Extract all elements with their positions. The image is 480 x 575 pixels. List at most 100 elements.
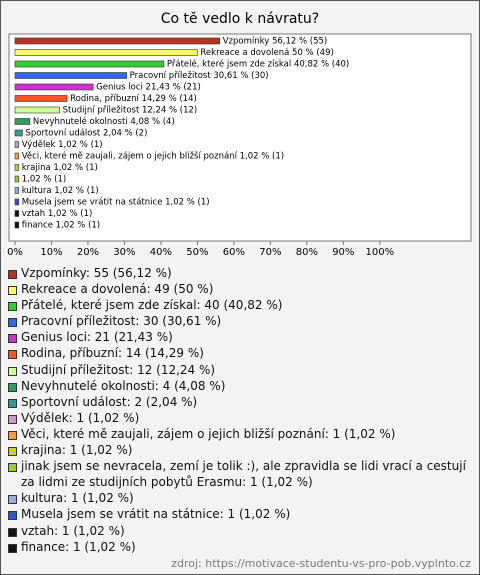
bar-label: Genius loci 21,43 % (21) (96, 83, 201, 93)
x-tick-label: 0% (7, 247, 23, 258)
legend-swatch (8, 447, 17, 457)
legend-label: Nevyhnutelé okolnosti: 4 (4,08 %) (21, 378, 226, 393)
legend-label: Studijní příležitost: 12 (12,24 %) (21, 362, 216, 377)
legend-label: Věci, které mě zaujali, zájem o jejich b… (21, 426, 396, 441)
x-tick-label: 70% (259, 247, 281, 258)
x-tick-label: 90% (332, 247, 354, 258)
legend-item: vztah: 1 (1,02 %) (8, 523, 470, 539)
bar-label: krajina 1,02 % (1) (22, 163, 98, 173)
legend-item: Přátelé, které jsem zde získal: 40 (40,8… (8, 297, 470, 313)
legend-swatch (8, 270, 17, 279)
bar (14, 210, 20, 217)
legend-label: Pracovní příležitost: 30 (30,61 %) (21, 314, 222, 329)
legend-swatch (8, 511, 17, 521)
legend-label: kultura: 1 (1,02 %) (21, 491, 134, 506)
bar (14, 164, 20, 171)
bar-label: Pracovní příležitost 30,61 % (30) (130, 71, 269, 81)
legend-swatch (8, 414, 17, 424)
bar-label: Rodina, příbuzní 14,29 % (14) (70, 94, 197, 104)
legend-swatch (8, 382, 17, 392)
legend-label: krajina: 1 (1,02 %) (21, 443, 133, 458)
legend-label: Přátelé, které jsem zde získal: 40 (40,8… (21, 298, 283, 313)
legend-item: Rodina, příbuzní: 14 (14,29 %) (8, 345, 470, 361)
legend-item: Genius loci: 21 (21,43 %) (8, 329, 470, 345)
legend-item: Výdělek: 1 (1,02 %) (8, 410, 470, 426)
bar-label: kultura 1,02 % (1) (22, 186, 99, 196)
bar-label: finance 1,02 % (1) (22, 221, 100, 231)
x-tick-label: 20% (77, 247, 99, 258)
bar (14, 129, 23, 137)
x-tick-label: 50% (186, 247, 208, 258)
bar-label: Musela jsem se vrátit na státnice 1,02 %… (22, 198, 210, 208)
legend-swatch (8, 334, 17, 344)
legend-swatch (8, 543, 17, 553)
bar-label: Rekreace a dovolená 50 % (49) (200, 48, 333, 58)
legend-swatch (8, 430, 17, 440)
bar (14, 152, 20, 160)
legend-label: Rekreace a dovolená: 49 (50 %) (21, 282, 214, 297)
legend-swatch (8, 350, 17, 360)
legend-swatch (8, 366, 17, 376)
x-tick-label: 80% (296, 247, 318, 258)
bar (14, 221, 20, 229)
legend-item: Nevyhnutelé okolnosti: 4 (4,08 %) (8, 378, 470, 394)
bar-label: Vzpomínky 56,12 % (55) (223, 37, 328, 47)
x-tick-label: 30% (113, 247, 135, 258)
legend-label: Musela jsem se vrátit na státnice: 1 (1,… (21, 507, 291, 522)
bar (14, 187, 20, 194)
legend-item: jinak jsem se nevracela, zemí je tolik :… (8, 458, 470, 490)
legend-item: Pracovní příležitost: 30 (30,61 %) (8, 313, 470, 329)
x-tick-label: 10% (40, 247, 62, 258)
legend-item: Rekreace a dovolená: 49 (50 %) (8, 281, 470, 297)
bar-label: Výdělek 1,02 % (1) (22, 140, 103, 150)
legend-swatch (8, 463, 17, 473)
legend-swatch (8, 286, 17, 296)
bar-label: vztah 1,02 % (1) (22, 209, 93, 219)
bar-label: Přátelé, které jsem zde získal 40,82 % (… (167, 59, 349, 70)
legend-item: Musela jsem se vrátit na státnice: 1 (1,… (8, 506, 470, 522)
bar-label: Sportovní událost 2,04 % (2) (25, 129, 147, 139)
legend-item: Sportovní událost: 2 (2,04 %) (8, 394, 470, 410)
legend-item: kultura: 1 (1,02 %) (8, 490, 470, 506)
bar (14, 60, 165, 68)
legend-label: Výdělek: 1 (1,02 %) (21, 410, 140, 425)
legend-swatch (8, 495, 17, 505)
bar (14, 83, 94, 91)
legend-swatch (8, 318, 17, 328)
source: zdroj: https://motivace-studentu-vs-pro-… (171, 557, 471, 570)
bar (14, 72, 127, 79)
chart: Co tě vedlo k návratu? 0% 10% 20% 30% 40% 50%… (7, 11, 472, 258)
legend-label: Sportovní událost: 2 (2,04 %) (21, 394, 198, 409)
bar-label: Věci, které mě zaujali, zájem o jejich b… (22, 151, 284, 162)
legend-label: Vzpomínky: 55 (56,12 %) (21, 266, 172, 280)
bar (14, 198, 20, 206)
x-tick-label: 60% (223, 247, 245, 258)
legend-label: jinak jsem se nevracela, zemí je tolik :… (21, 459, 466, 490)
bar (14, 95, 68, 102)
legend-item: Vzpomínky: 55 (56,12 %) (8, 265, 470, 281)
legend-label: Genius loci: 21 (21,43 %) (21, 330, 173, 345)
chart-title: Co tě vedlo k návratu? (161, 11, 319, 27)
legend-label: Rodina, příbuzní: 14 (14,29 %) (21, 346, 204, 361)
legend: Vzpomínky: 55 (56,12 %) Rekreace a dovole… (8, 265, 470, 555)
legend-item: Věci, které mě zaujali, zájem o jejich b… (8, 426, 470, 442)
legend-label: vztah: 1 (1,02 %) (21, 523, 125, 538)
legend-swatch (8, 527, 17, 537)
legend-item: Studijní příležitost: 12 (12,24 %) (8, 362, 470, 378)
bar (14, 37, 221, 45)
bar-label: 1,02 % (1) (22, 175, 66, 185)
legend-label: finance: 1 (1,02 %) (21, 539, 136, 554)
legend-item: krajina: 1 (1,02 %) (8, 442, 470, 458)
x-tick-label: 100% (366, 247, 395, 258)
plot-area (8, 33, 472, 242)
bar (14, 49, 198, 56)
x-tick-label: 40% (150, 247, 172, 258)
bar-label: Studijní příležitost 12,24 % (12) (63, 106, 198, 116)
bar (14, 141, 20, 148)
legend-swatch (8, 398, 17, 408)
legend-item: finance: 1 (1,02 %) (8, 539, 470, 555)
legend-swatch (8, 302, 17, 312)
bar (14, 106, 60, 114)
bar (14, 175, 20, 183)
